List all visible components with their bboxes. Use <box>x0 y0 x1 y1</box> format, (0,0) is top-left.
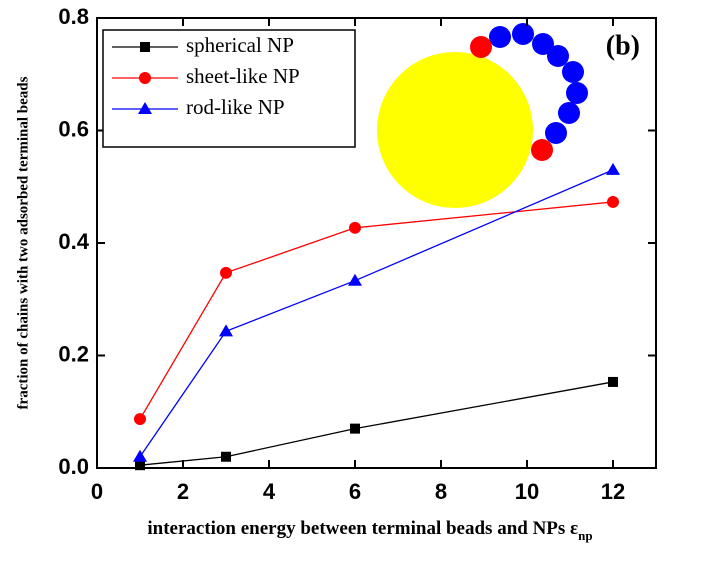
y-tick-label: 0.8 <box>58 4 89 29</box>
marker <box>219 324 233 337</box>
x-tick-label: 10 <box>515 479 539 504</box>
marker <box>349 221 361 234</box>
x-axis-label-main: interaction energy between terminal bead… <box>147 518 578 539</box>
series-line <box>139 201 614 420</box>
annotation: (b) <box>606 30 640 61</box>
marker <box>139 72 151 84</box>
legend-label: spherical NP <box>186 33 294 57</box>
x-tick-label: 2 <box>177 479 189 504</box>
inset-illustration <box>377 23 588 208</box>
x-tick-label: 8 <box>435 479 447 504</box>
legend-label: rod-like NP <box>186 95 285 119</box>
marker <box>608 376 618 387</box>
bead <box>512 23 534 45</box>
marker <box>135 460 145 471</box>
bead <box>532 33 554 55</box>
bead <box>562 61 584 83</box>
x-tick-label: 0 <box>91 479 103 504</box>
marker <box>133 449 147 462</box>
y-tick-label: 0.4 <box>58 229 89 254</box>
y-tick-label: 0.2 <box>58 341 89 366</box>
bead <box>547 45 569 67</box>
nanoparticle <box>377 52 533 208</box>
x-axis-label-subscript: np <box>578 528 592 543</box>
bead <box>558 102 580 124</box>
y-tick-label: 0.6 <box>58 116 89 141</box>
marker <box>138 102 152 114</box>
marker <box>134 413 146 426</box>
marker <box>606 162 620 175</box>
x-tick-label: 12 <box>601 479 625 504</box>
y-axis-label: fraction of chains with two adsorbed ter… <box>15 76 31 409</box>
marker <box>348 273 362 286</box>
marker <box>221 451 231 462</box>
terminal-bead <box>470 36 492 58</box>
legend-label: sheet-like NP <box>186 64 300 88</box>
series-line <box>139 169 614 458</box>
terminal-bead <box>531 139 553 161</box>
marker <box>140 42 150 52</box>
marker <box>220 266 232 279</box>
bead <box>545 122 567 144</box>
marker <box>607 195 619 208</box>
series-line <box>139 381 614 466</box>
x-tick-label: 6 <box>349 479 361 504</box>
bead <box>489 26 511 48</box>
marker <box>350 423 360 434</box>
y-tick-label: 0.0 <box>58 454 89 479</box>
bead <box>566 82 588 104</box>
x-tick-label: 4 <box>263 479 276 504</box>
x-axis-label: interaction energy between terminal bead… <box>147 518 592 543</box>
